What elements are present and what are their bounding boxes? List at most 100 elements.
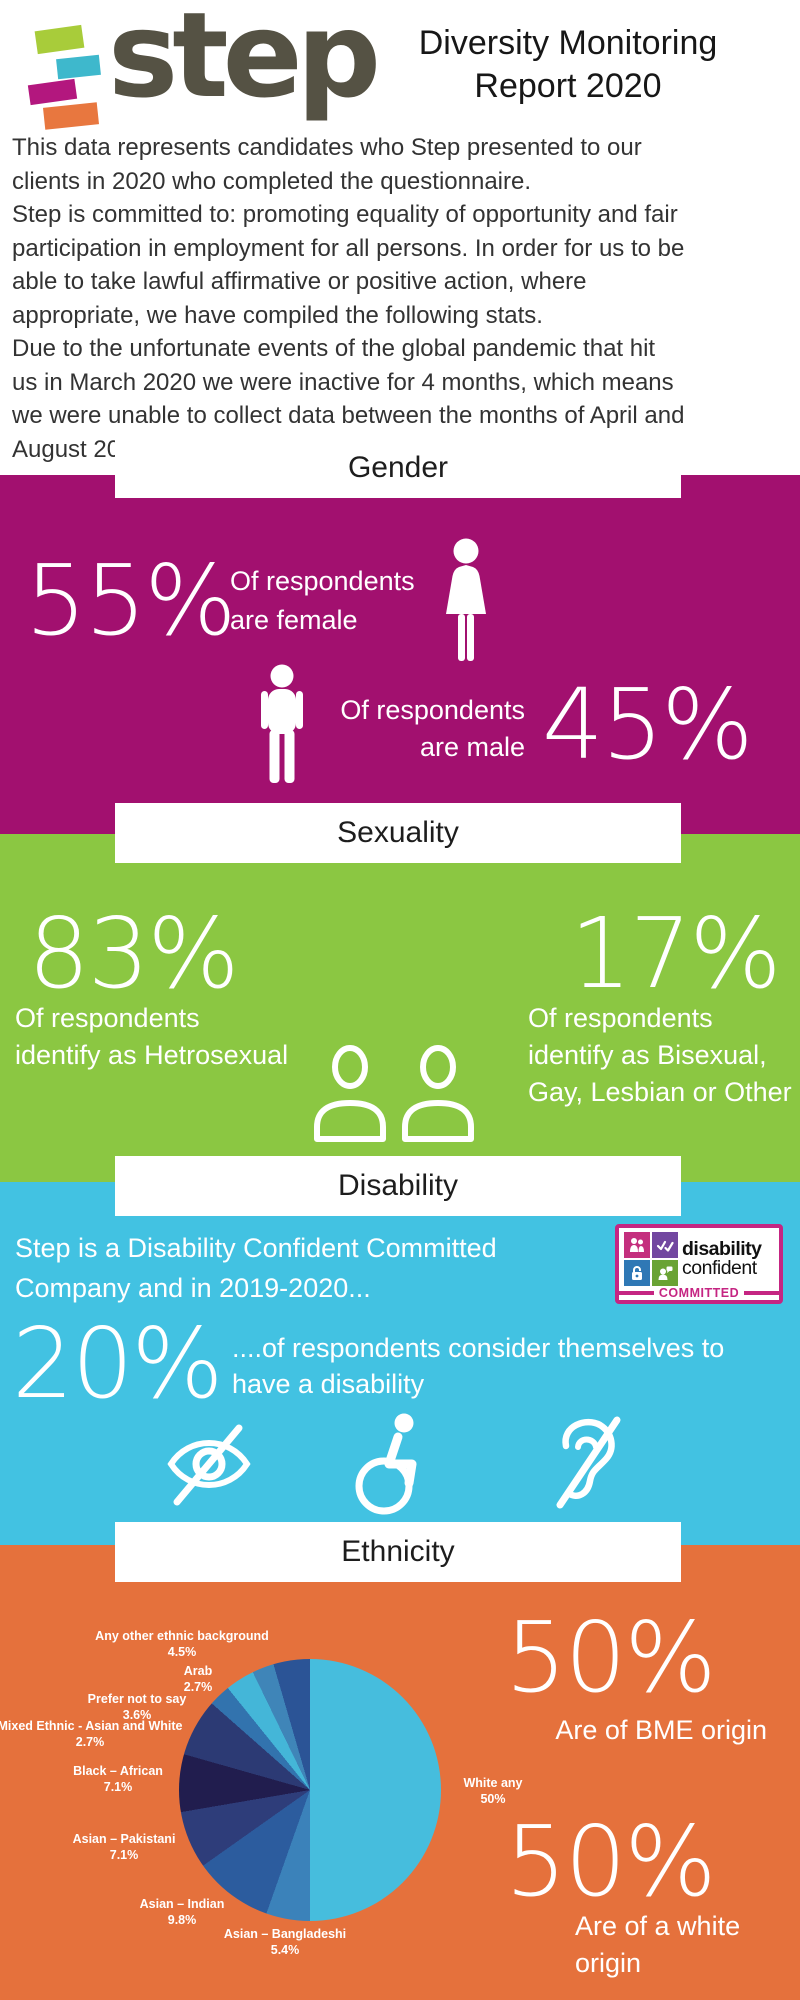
pie-label-text: Prefer not to say <box>87 1692 187 1706</box>
pie-label-text: White any <box>463 1776 523 1790</box>
disability-intro-line2: Company and in 2019-2020... <box>15 1273 371 1303</box>
deaf-ear-slash-icon <box>556 1416 621 1509</box>
female-icon <box>446 538 486 661</box>
female-caption: Of respondents are female <box>230 562 415 640</box>
other-sexuality-caption-line3: Gay, Lesbian or Other <box>528 1077 792 1107</box>
heterosexual-caption-line2: identify as Hetrosexual <box>15 1040 289 1070</box>
pie-label-text: Mixed Ethnic - Asian and White <box>0 1719 183 1733</box>
badge-people-tile <box>624 1232 650 1258</box>
pie-label-pct: 3.6% <box>122 1708 152 1722</box>
female-caption-line2: are female <box>230 605 358 635</box>
pie-label-pct: 5.4% <box>270 1943 300 1957</box>
badge-word-disability: disability <box>682 1238 762 1260</box>
white-caption-line2: origin <box>575 1948 642 1978</box>
badge-line-left <box>619 1291 654 1295</box>
disability-caption-line2: have a disability <box>232 1369 425 1399</box>
disability-confident-badge: disability confident COMMITTED <box>615 1224 783 1304</box>
intro-line: Step is committed to: promoting equality… <box>12 201 678 228</box>
step-logo-wordmark: step <box>108 0 381 124</box>
intro-line: This data represents candidates who Step… <box>12 134 642 161</box>
two-people-icon <box>314 1045 474 1142</box>
intro-line: able to take lawful affirmative or posit… <box>12 268 587 295</box>
ethnicity-section-header: Ethnicity <box>115 1522 681 1582</box>
badge-status-text: COMMITTED <box>658 1286 740 1300</box>
other-sexuality-percentage: 17% <box>570 897 782 1010</box>
heterosexual-caption: Of respondents identify as Hetrosexual <box>15 1000 288 1074</box>
female-caption-line1: Of respondents <box>230 566 415 596</box>
pie-label-black-african: Black – African 7.1% <box>73 1763 163 1795</box>
page-title: Diversity Monitoring Report 2020 <box>350 22 786 108</box>
badge-wordmark: disability confident <box>682 1238 762 1279</box>
white-percentage: 50% <box>505 1805 717 1918</box>
intro-line: Due to the unfortunate events of the glo… <box>12 335 656 362</box>
pie-label-text: Arab <box>183 1664 213 1678</box>
person-speech-icon <box>658 1266 673 1280</box>
disability-intro-line1: Step is a Disability Confident Committed <box>15 1233 497 1263</box>
pie-label-asian-bangladeshi: Asian – Bangladeshi 5.4% <box>224 1926 346 1958</box>
female-percentage: 55% <box>25 544 237 657</box>
pie-label-any-other: Any other ethnic background 4.5% <box>95 1628 269 1660</box>
badge-checks-tile <box>652 1232 678 1258</box>
badge-word-confident: confident <box>682 1257 757 1279</box>
intro-line: we were unable to collect data between t… <box>12 402 685 429</box>
other-sexuality-caption-line1: Of respondents <box>528 1003 713 1033</box>
pie-label-white-any: White any 50% <box>463 1775 522 1807</box>
disability-section-header: Disability <box>115 1156 681 1216</box>
disability-intro: Step is a Disability Confident Committed… <box>15 1228 497 1308</box>
step-logo-shape-magenta <box>27 78 78 106</box>
pie-label-asian-pakistani: Asian – Pakistani 7.1% <box>73 1831 176 1863</box>
pie-label-pct: 9.8% <box>167 1913 197 1927</box>
pie-label-text: Any other ethnic background <box>95 1629 269 1643</box>
pie-label-asian-indian: Asian – Indian 9.8% <box>140 1896 225 1928</box>
wheelchair-icon <box>355 1413 417 1515</box>
badge-committed-row: COMMITTED <box>619 1286 779 1300</box>
intro-line: participation in employment for all pers… <box>12 234 685 262</box>
badge-lock-tile <box>624 1260 650 1286</box>
bme-caption: Are of BME origin <box>555 1715 767 1745</box>
double-check-icon <box>656 1240 674 1252</box>
pie-label-pct: 7.1% <box>103 1780 133 1794</box>
padlock-icon <box>632 1266 642 1280</box>
bme-percentage: 50% <box>505 1601 717 1714</box>
pie-label-text: Black – African <box>73 1764 163 1778</box>
disability-caption: ....of respondents consider themselves t… <box>232 1330 724 1402</box>
sexuality-section <box>0 834 800 1182</box>
badge-line-right <box>744 1291 779 1295</box>
male-caption-line1: Of respondents <box>340 695 525 725</box>
pie-label-pct: 4.5% <box>167 1645 197 1659</box>
other-sexuality-caption: Of respondents identify as Bisexual, Gay… <box>528 1000 792 1111</box>
male-percentage: 45% <box>542 668 754 781</box>
intro-line: clients in 2020 who completed the questi… <box>12 167 531 195</box>
pie-label-pct: 50% <box>480 1792 506 1806</box>
disability-percentage: 20% <box>12 1307 224 1420</box>
white-caption-line1: Are of a white <box>575 1911 741 1941</box>
pie-label-text: Asian – Indian <box>139 1897 225 1911</box>
ethnicity-pie-chart <box>179 1659 441 1921</box>
gender-section-header: Gender <box>115 438 681 498</box>
intro-text: This data represents candidates who Step… <box>12 131 798 466</box>
badge-person-speech-tile <box>652 1260 678 1286</box>
male-icon <box>261 664 303 783</box>
sexuality-section-header: Sexuality <box>115 803 681 863</box>
disability-caption-line1: ....of respondents consider themselves t… <box>232 1333 725 1363</box>
intro-line: appropriate, we have compiled the follow… <box>12 301 543 329</box>
heterosexual-caption-line1: Of respondents <box>15 1003 200 1033</box>
pie-label-prefer-not-to-say: Prefer not to say 3.6% <box>88 1691 187 1723</box>
heterosexual-percentage: 83% <box>28 897 240 1010</box>
page-title-line1: Diversity Monitoring <box>418 24 718 62</box>
white-caption: Are of a white origin <box>575 1908 740 1982</box>
pie-label-text: Asian – Bangladeshi <box>223 1927 347 1941</box>
pie-label-arab: Arab 2.7% <box>184 1663 213 1695</box>
pie-label-text: Asian – Pakistani <box>72 1832 176 1846</box>
people-icon <box>630 1238 644 1252</box>
gender-section <box>0 475 800 834</box>
pie-label-pct: 2.7% <box>183 1680 213 1694</box>
blind-eye-slash-icon <box>167 1424 251 1506</box>
other-sexuality-caption-line2: identify as Bisexual, <box>528 1040 767 1070</box>
male-caption: Of respondents are male <box>320 692 525 766</box>
intro-line: us in March 2020 we were inactive for 4 … <box>12 368 674 396</box>
step-logo-shape-orange <box>42 102 100 130</box>
pie-label-pct: 2.7% <box>75 1735 105 1749</box>
pie-label-pct: 7.1% <box>109 1848 139 1862</box>
